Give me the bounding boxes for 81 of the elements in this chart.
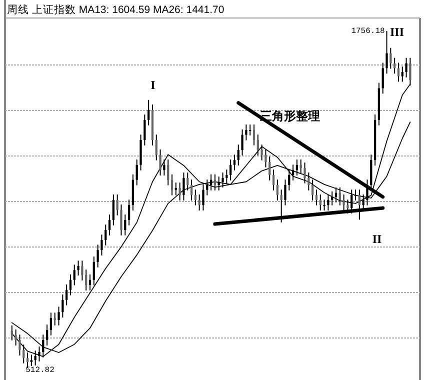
candlestick xyxy=(206,179,208,196)
candlestick xyxy=(116,194,118,216)
candlestick xyxy=(218,176,220,191)
candlestick xyxy=(304,162,306,184)
candlestick xyxy=(241,128,244,156)
candlestick xyxy=(14,328,17,346)
candlestick xyxy=(288,169,290,191)
candlestick xyxy=(300,159,302,174)
candlestick xyxy=(256,134,259,156)
candlestick xyxy=(50,312,52,336)
candlestick xyxy=(66,284,68,306)
candlestick xyxy=(382,62,384,94)
candlestick xyxy=(401,66,404,82)
candlestick xyxy=(163,159,166,176)
candlestick xyxy=(170,174,174,196)
candlestick xyxy=(182,172,185,201)
candlestick xyxy=(296,159,298,176)
annotation: II xyxy=(372,232,382,246)
candlestick xyxy=(252,124,256,146)
candlestick xyxy=(230,159,232,181)
candlestick xyxy=(210,174,212,191)
candlestick xyxy=(77,260,80,276)
candlestick xyxy=(268,156,271,181)
candlestick xyxy=(144,114,146,146)
candlestick xyxy=(159,148,162,176)
candlestick xyxy=(112,194,115,226)
chart-title: 周线 上证指数 MA13: 1604.59 MA26: 1441.70 xyxy=(7,3,224,16)
candlestick xyxy=(73,264,76,286)
candlestick xyxy=(128,199,130,226)
candlestick xyxy=(386,30,388,74)
candlestick xyxy=(338,186,341,206)
candlestick xyxy=(46,324,48,346)
annotation: I xyxy=(150,78,156,92)
candlestick xyxy=(190,179,193,201)
candlestick xyxy=(58,306,60,326)
candlestick xyxy=(186,172,189,191)
candlestick xyxy=(312,179,314,201)
candlestick xyxy=(226,169,228,184)
candlestick xyxy=(272,169,275,191)
candlestick xyxy=(284,179,286,206)
candlestick xyxy=(405,57,408,78)
candlestick xyxy=(96,244,99,268)
candlestick xyxy=(194,189,197,206)
candlestick xyxy=(124,214,126,236)
candlestick xyxy=(331,191,334,206)
annotation: 1756.18 xyxy=(351,27,385,36)
candlestick xyxy=(315,189,318,206)
candlestick xyxy=(178,182,181,201)
candlestick xyxy=(100,234,103,256)
candlestick xyxy=(292,164,294,181)
candlestick xyxy=(85,269,88,291)
candlestick xyxy=(237,144,240,166)
candlestick xyxy=(62,294,64,318)
candlestick xyxy=(155,134,158,161)
candlestick xyxy=(92,256,95,286)
candlestick xyxy=(245,124,248,141)
candlestick xyxy=(88,274,92,291)
candlestick xyxy=(264,148,267,168)
candlestick xyxy=(136,159,138,186)
candlestick xyxy=(390,47,392,70)
candlestick xyxy=(260,144,263,161)
candlestick xyxy=(214,174,216,191)
annotation: 512.82 xyxy=(26,366,55,376)
candlestick xyxy=(54,312,56,326)
candlestick xyxy=(334,186,338,203)
candlestick xyxy=(198,194,200,211)
candlestick xyxy=(202,184,204,211)
candlestick xyxy=(81,260,84,281)
candlestick xyxy=(148,99,150,126)
candlestick xyxy=(397,62,400,82)
candlestick xyxy=(104,224,107,246)
candlestick xyxy=(276,179,279,201)
candlestick xyxy=(167,159,170,186)
annotation: III xyxy=(390,24,404,39)
candlestick xyxy=(233,154,236,171)
candlestick xyxy=(174,182,177,196)
candlestick xyxy=(222,172,224,188)
candlestick xyxy=(108,214,111,236)
candlestick xyxy=(308,172,310,191)
candlestick xyxy=(69,274,72,296)
candlestick xyxy=(120,204,122,236)
